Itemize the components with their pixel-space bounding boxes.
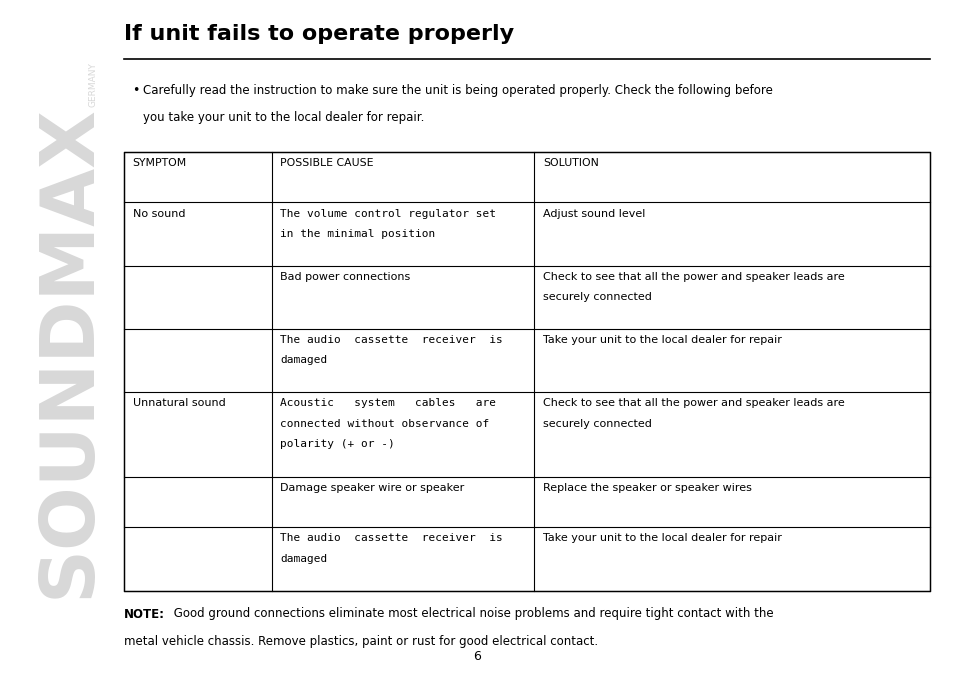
Text: Take your unit to the local dealer for repair: Take your unit to the local dealer for r… [542, 335, 781, 345]
Text: Take your unit to the local dealer for repair: Take your unit to the local dealer for r… [542, 533, 781, 543]
Text: metal vehicle chassis. Remove plastics, paint or rust for good electrical contac: metal vehicle chassis. Remove plastics, … [124, 634, 598, 647]
Text: in the minimal position: in the minimal position [280, 229, 436, 239]
Text: securely connected: securely connected [542, 292, 651, 302]
Text: SYMPTOM: SYMPTOM [132, 158, 187, 168]
Text: Check to see that all the power and speaker leads are: Check to see that all the power and spea… [542, 272, 843, 282]
Text: 6: 6 [473, 650, 480, 663]
Text: GERMANY: GERMANY [89, 62, 98, 107]
Text: you take your unit to the local dealer for repair.: you take your unit to the local dealer f… [143, 111, 424, 124]
Text: Acoustic   system   cables   are: Acoustic system cables are [280, 398, 496, 408]
Text: SOLUTION: SOLUTION [542, 158, 598, 168]
Text: The audio  cassette  receiver  is: The audio cassette receiver is [280, 533, 502, 543]
Text: Bad power connections: Bad power connections [280, 272, 411, 282]
Text: connected without observance of: connected without observance of [280, 418, 489, 429]
Text: The volume control regulator set: The volume control regulator set [280, 209, 496, 219]
Text: POSSIBLE CAUSE: POSSIBLE CAUSE [280, 158, 374, 168]
Text: Good ground connections eliminate most electrical noise problems and require tig: Good ground connections eliminate most e… [170, 608, 773, 620]
Text: Check to see that all the power and speaker leads are: Check to see that all the power and spea… [542, 398, 843, 408]
Text: damaged: damaged [280, 554, 328, 564]
Text: No sound: No sound [132, 209, 185, 219]
Bar [124, 152, 929, 591]
Text: If unit fails to operate properly: If unit fails to operate properly [124, 24, 514, 44]
Text: Replace the speaker or speaker wires: Replace the speaker or speaker wires [542, 483, 751, 493]
Text: damaged: damaged [280, 355, 328, 365]
Text: polarity (+ or -): polarity (+ or -) [280, 439, 395, 449]
Text: Carefully read the instruction to make sure the unit is being operated properly.: Carefully read the instruction to make s… [143, 84, 772, 97]
Text: SOUNDMAX: SOUNDMAX [32, 104, 105, 598]
Text: securely connected: securely connected [542, 418, 651, 429]
Text: •: • [132, 84, 139, 97]
Text: NOTE:: NOTE: [124, 608, 165, 620]
Text: Unnatural sound: Unnatural sound [132, 398, 225, 408]
Text: The audio  cassette  receiver  is: The audio cassette receiver is [280, 335, 502, 345]
Text: Adjust sound level: Adjust sound level [542, 209, 644, 219]
Text: Damage speaker wire or speaker: Damage speaker wire or speaker [280, 483, 464, 493]
